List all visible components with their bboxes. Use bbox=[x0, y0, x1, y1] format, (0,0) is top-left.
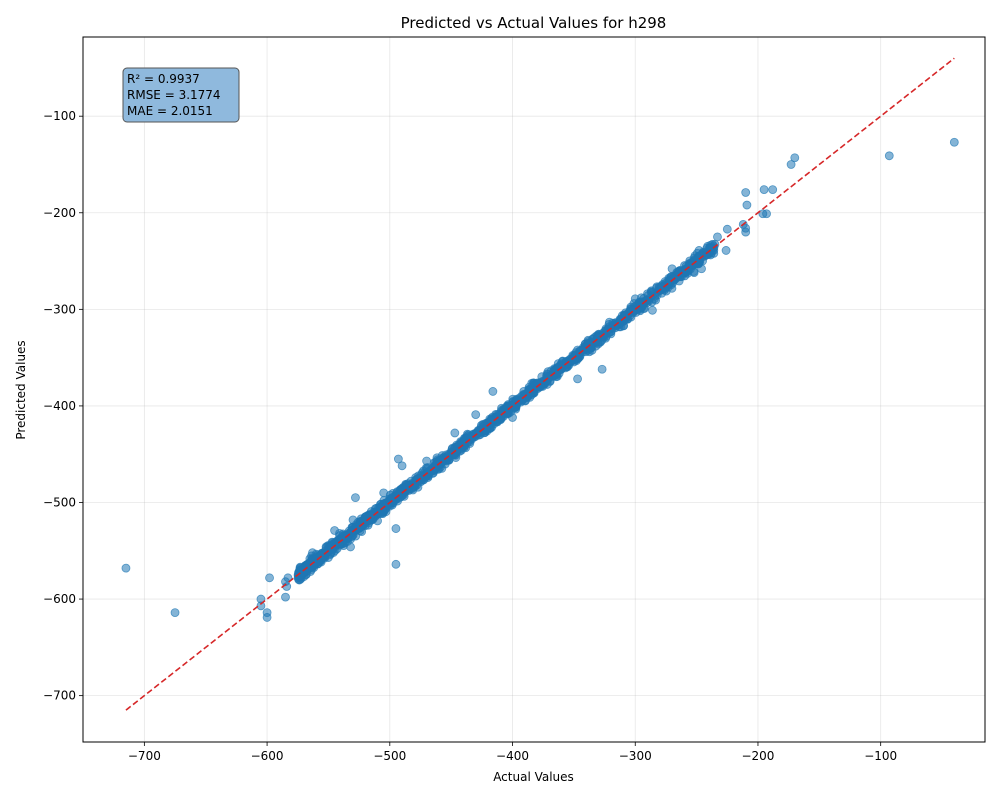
data-point bbox=[786, 160, 796, 169]
data-point bbox=[308, 548, 317, 558]
data-point bbox=[768, 185, 778, 194]
data-point bbox=[488, 387, 498, 396]
data-point bbox=[457, 437, 467, 447]
y-tick-label: −700 bbox=[43, 689, 76, 703]
data-point bbox=[422, 456, 432, 466]
y-tick-label: −400 bbox=[43, 399, 76, 413]
grid bbox=[83, 37, 985, 742]
data-point bbox=[397, 461, 407, 471]
x-tick-label: −500 bbox=[373, 749, 406, 763]
y-tick-label: −100 bbox=[43, 109, 76, 123]
data-point bbox=[694, 246, 704, 255]
data-point bbox=[759, 185, 769, 194]
data-point bbox=[283, 573, 293, 583]
data-point bbox=[360, 512, 370, 522]
data-point bbox=[256, 601, 266, 611]
x-axis-title: Actual Values bbox=[493, 770, 574, 784]
data-point bbox=[391, 559, 401, 569]
data-point bbox=[646, 287, 656, 297]
x-tick-label: −600 bbox=[251, 749, 284, 763]
x-tick-label: −400 bbox=[496, 749, 529, 763]
data-point bbox=[790, 153, 800, 163]
data-point bbox=[391, 524, 401, 533]
data-point bbox=[742, 200, 752, 210]
y-axis-title: Predicted Values bbox=[14, 340, 28, 439]
data-point bbox=[401, 480, 411, 490]
data-point bbox=[170, 608, 180, 617]
stats-box: R² = 0.9937 RMSE = 3.1774 MAE = 2.0151 bbox=[122, 67, 240, 123]
data-point bbox=[667, 264, 677, 274]
data-point bbox=[722, 224, 732, 234]
data-point bbox=[709, 248, 719, 258]
y-tick-label: −200 bbox=[43, 206, 76, 220]
y-axis: −700 −600 −500 −400 −300 −200 −100 bbox=[43, 109, 83, 703]
data-point bbox=[399, 492, 409, 501]
x-tick-label: −200 bbox=[741, 749, 774, 763]
data-point bbox=[354, 524, 364, 533]
stats-mae: MAE = 2.0151 bbox=[127, 104, 213, 118]
data-point bbox=[597, 364, 607, 374]
data-point bbox=[697, 264, 706, 274]
data-point bbox=[689, 268, 699, 278]
data-point bbox=[346, 542, 355, 552]
data-point bbox=[379, 488, 389, 498]
y-tick-label: −300 bbox=[43, 302, 76, 316]
data-point bbox=[324, 553, 333, 562]
data-point bbox=[762, 209, 771, 219]
data-point bbox=[471, 410, 481, 420]
data-point bbox=[949, 137, 959, 147]
y-tick-label: −500 bbox=[43, 495, 76, 509]
data-point bbox=[342, 533, 352, 543]
data-point bbox=[721, 246, 731, 255]
x-tick-label: −100 bbox=[864, 749, 897, 763]
data-point bbox=[884, 151, 894, 161]
data-point bbox=[262, 608, 272, 617]
data-point bbox=[393, 454, 403, 464]
stats-box-background bbox=[122, 67, 240, 123]
data-point bbox=[648, 305, 657, 315]
data-point bbox=[265, 573, 274, 583]
data-point bbox=[351, 493, 360, 503]
data-point bbox=[281, 592, 290, 602]
data-point bbox=[450, 428, 460, 438]
data-point bbox=[713, 232, 722, 242]
stats-rmse: RMSE = 3.1774 bbox=[127, 88, 221, 102]
x-axis: −700 −600 −500 −400 −300 −200 −100 bbox=[128, 742, 897, 763]
y-tick-label: −600 bbox=[43, 592, 76, 606]
ideal-line-layer bbox=[125, 57, 955, 711]
x-tick-label: −700 bbox=[128, 749, 161, 763]
plot-frame bbox=[82, 36, 986, 743]
data-point bbox=[433, 459, 443, 468]
data-point bbox=[593, 333, 602, 342]
data-point bbox=[335, 529, 344, 538]
x-tick-label: −300 bbox=[619, 749, 652, 763]
data-point bbox=[373, 516, 382, 526]
data-point bbox=[573, 374, 582, 384]
stats-r2: R² = 0.9937 bbox=[127, 72, 200, 86]
data-point bbox=[348, 515, 358, 525]
data-point bbox=[121, 563, 131, 573]
data-point bbox=[508, 413, 517, 422]
data-point bbox=[741, 223, 751, 233]
chart-title: Predicted vs Actual Values for h298 bbox=[401, 14, 667, 32]
data-point bbox=[512, 400, 522, 409]
data-point bbox=[636, 293, 646, 303]
data-point bbox=[379, 506, 388, 516]
data-point bbox=[741, 188, 751, 197]
ideal-fit-line bbox=[125, 57, 955, 711]
